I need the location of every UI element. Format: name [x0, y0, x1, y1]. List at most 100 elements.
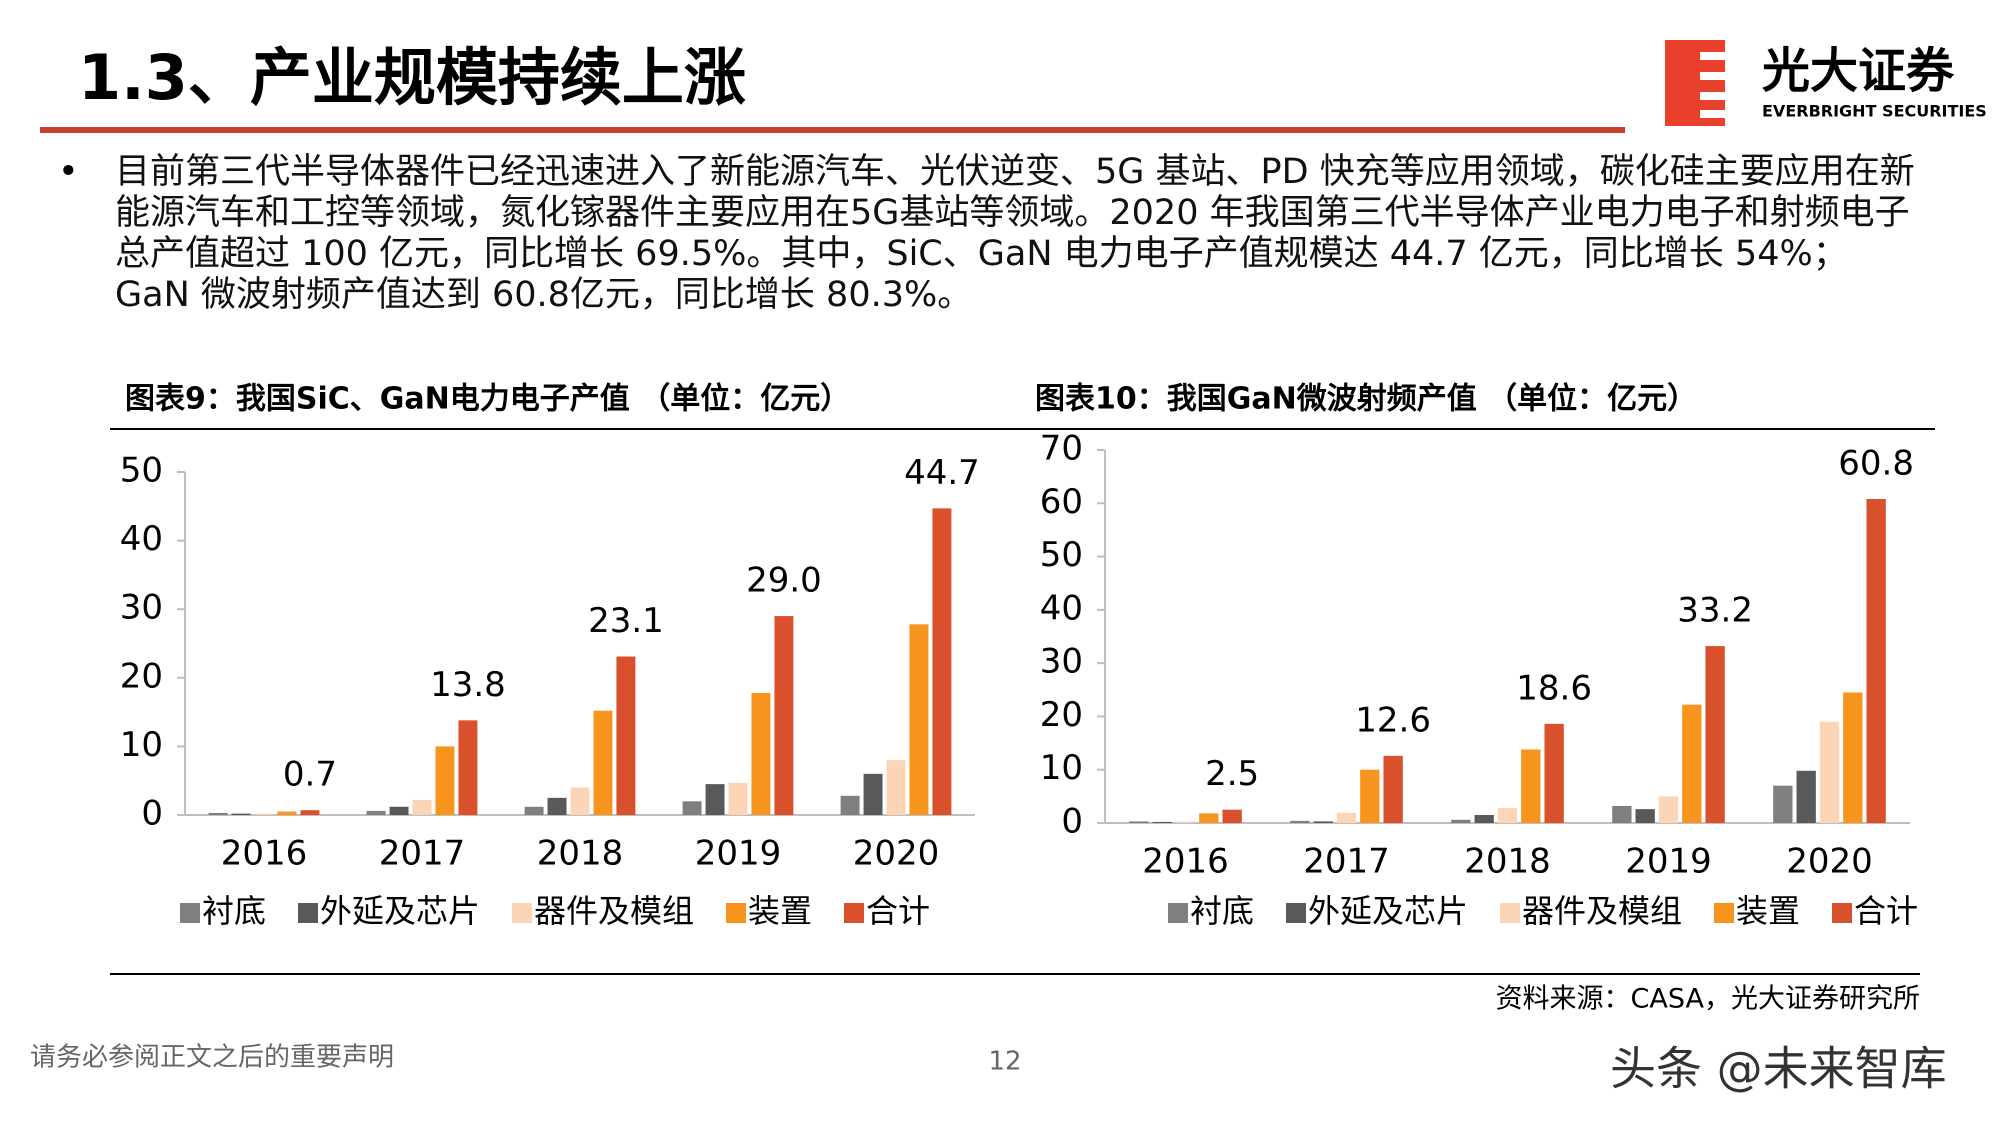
slide-title: 1.3、产业规模持续上涨 — [78, 41, 746, 114]
legend-label: 外延及芯片 — [1308, 892, 1468, 930]
x-tick-label: 2018 — [537, 834, 624, 874]
bar — [1290, 820, 1310, 823]
bar — [909, 624, 929, 815]
y-tick-label: 40 — [120, 519, 163, 559]
bar — [728, 782, 748, 815]
y-tick-label: 30 — [1040, 642, 1083, 682]
logo-icon — [1665, 40, 1732, 126]
bar — [300, 810, 320, 815]
bar — [366, 810, 386, 815]
x-tick-label: 2020 — [853, 834, 940, 874]
data-label: 44.7 — [904, 453, 980, 493]
bar — [1612, 805, 1632, 823]
x-tick-label: 2020 — [1786, 842, 1873, 882]
legend-swatch — [180, 903, 200, 923]
bar — [1313, 821, 1333, 823]
bar — [1474, 815, 1494, 823]
bar — [1773, 785, 1793, 823]
bar — [616, 656, 636, 815]
legend-label: 器件及模组 — [1522, 892, 1682, 930]
y-tick-label: 60 — [1040, 482, 1083, 522]
bar — [705, 784, 725, 815]
y-tick-label: 20 — [1040, 695, 1083, 735]
data-label: 13.8 — [430, 665, 506, 705]
data-label: 23.1 — [588, 601, 664, 641]
legend-swatch — [726, 903, 746, 923]
legend-label: 装置 — [748, 892, 812, 930]
watermark: 头条 @未来智库 — [1610, 1042, 1947, 1096]
bar — [1152, 821, 1172, 823]
title-rule — [40, 127, 1625, 133]
legend-label: 合计 — [1854, 892, 1918, 930]
bar — [1336, 812, 1357, 823]
y-tick-label: 10 — [120, 725, 163, 765]
bar — [547, 797, 567, 815]
bar — [863, 773, 883, 815]
y-tick-label: 0 — [1061, 802, 1083, 842]
data-label: 33.2 — [1677, 591, 1753, 631]
y-tick-label: 50 — [1040, 535, 1083, 575]
bar — [1635, 809, 1655, 823]
data-label: 0.7 — [283, 755, 337, 795]
data-label: 60.8 — [1838, 444, 1914, 484]
legend-swatch — [844, 903, 864, 923]
disclaimer: 请务必参阅正文之后的重要声明 — [30, 1043, 394, 1073]
bar — [1682, 704, 1702, 823]
bar — [277, 811, 297, 815]
legend-swatch — [512, 903, 532, 923]
legend-label: 衬底 — [1190, 892, 1254, 930]
bar — [208, 812, 228, 815]
bar — [1521, 749, 1541, 823]
bar — [1129, 821, 1149, 823]
x-tick-label: 2017 — [379, 834, 466, 874]
bar — [458, 720, 478, 815]
source: 资料来源：CASA，光大证券研究所 — [1496, 984, 1920, 1015]
bar — [1866, 499, 1886, 823]
bar — [1544, 723, 1564, 823]
chart-title: 图表9：我国SiC、GaN电力电子产值 （单位：亿元） — [125, 382, 850, 417]
y-tick-label: 0 — [141, 794, 163, 834]
x-tick-label: 2017 — [1303, 842, 1390, 882]
bar — [774, 616, 794, 815]
bar — [231, 813, 251, 815]
logo-sub: EVERBRIGHT SECURITIES — [1762, 102, 1987, 121]
x-tick-label: 2019 — [1625, 842, 1712, 882]
bar — [1843, 692, 1863, 823]
legend-swatch — [1168, 903, 1188, 923]
legend-swatch — [1500, 903, 1520, 923]
paragraph: 目前第三代半导体器件已经迅速进入了新能源汽车、光伏逆变、5G 基站、PD 快充等… — [115, 152, 1915, 315]
x-tick-label: 2016 — [221, 834, 308, 874]
bar — [1796, 770, 1816, 823]
bar — [593, 710, 613, 815]
y-tick-label: 20 — [120, 656, 163, 696]
legend-swatch — [1832, 903, 1852, 923]
bar — [840, 795, 860, 815]
legend-label: 合计 — [866, 892, 930, 930]
bar — [412, 799, 432, 815]
legend-label: 装置 — [1736, 892, 1800, 930]
y-tick-label: 70 — [1040, 429, 1083, 469]
data-label: 18.6 — [1516, 668, 1592, 708]
bar — [1705, 646, 1725, 823]
chart-title: 图表10：我国GaN微波射频产值 （单位：亿元） — [1035, 382, 1697, 417]
bar — [932, 508, 952, 815]
legend-swatch — [1286, 903, 1306, 923]
legend-swatch — [1714, 903, 1734, 923]
bar — [1819, 721, 1840, 823]
legend-label: 外延及芯片 — [320, 892, 480, 930]
y-tick-label: 50 — [120, 451, 163, 491]
bar — [254, 813, 274, 815]
bar — [682, 801, 702, 815]
legend-label: 衬底 — [202, 892, 266, 930]
bullet: • — [58, 152, 79, 192]
bar — [389, 806, 409, 815]
y-tick-label: 10 — [1040, 748, 1083, 788]
bar — [524, 806, 544, 815]
bar — [570, 787, 590, 815]
x-tick-label: 2019 — [695, 834, 782, 874]
legend-label: 器件及模组 — [534, 892, 694, 930]
logo-name: 光大证券 — [1762, 43, 1955, 99]
page-number: 12 — [988, 1047, 1021, 1077]
